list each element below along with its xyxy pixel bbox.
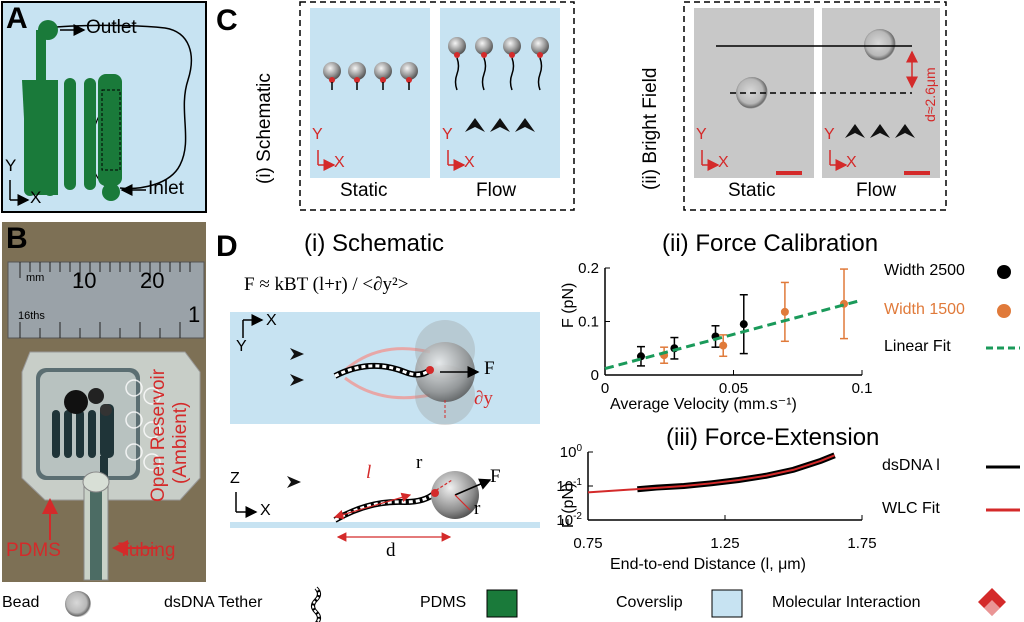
ext-x-tick-label: 1.75 — [847, 535, 876, 552]
c-axis-y-2: Y — [442, 126, 453, 143]
cal-x-tick-label: 0.05 — [719, 380, 748, 397]
force-calibration-title: (ii) Force Calibration — [662, 230, 879, 257]
d-side-force-label: F — [490, 466, 501, 487]
c-axis-y-3: Y — [696, 126, 707, 143]
panel-letter-b: B — [6, 222, 28, 255]
cal-data-point — [739, 320, 748, 329]
force-extension-title: (iii) Force-Extension — [666, 424, 880, 451]
cal-x-tick-label: 0 — [601, 380, 609, 397]
ext-y-tick-label: 10-2 — [556, 511, 582, 529]
panel-d-schematic-top — [230, 312, 540, 425]
d-side-axis-z: Z — [230, 470, 240, 487]
legend-tether-label: dsDNA Tether — [164, 594, 263, 611]
d-top-axis-x: X — [266, 312, 277, 329]
cal-data-point — [719, 341, 728, 350]
legend-wlc: WLC Fit — [882, 500, 940, 517]
bottom-legend-icons — [65, 586, 1006, 622]
panel-d-schematic-side — [230, 471, 540, 542]
legend-interaction-label: Molecular Interaction — [772, 594, 921, 611]
c-axis-x-3: X — [718, 154, 729, 171]
inlet-label: Inlet — [148, 178, 184, 199]
r-label-side: r — [474, 498, 481, 519]
ext-x-tick-label: 1.25 — [710, 535, 739, 552]
panel-c-brightfield — [683, 1, 947, 211]
legend-2500-marker — [997, 265, 1011, 279]
ruler-1-label: 1 — [188, 302, 201, 327]
panel-a-device — [1, 1, 207, 213]
outlet-label: Outlet — [86, 17, 137, 38]
panel-letter-c: C — [216, 4, 238, 37]
panel-a-axis-y: Y — [5, 156, 17, 175]
schematic-flow-label: Flow — [476, 180, 517, 201]
legend-linear-fit: Linear Fit — [884, 338, 951, 355]
ext-x-tick-label: 0.75 — [573, 535, 602, 552]
ruler-20-label: 20 — [140, 268, 165, 293]
legend-pdms-label: PDMS — [420, 594, 467, 611]
legend-dsdna: dsDNA l — [882, 457, 940, 474]
panel-a-axis-x: X — [30, 188, 42, 207]
cal-linear-fit-line — [604, 298, 863, 371]
cal-data-point — [780, 307, 789, 316]
d-top-axis-y: Y — [236, 338, 247, 355]
brightfield-flow-label: Flow — [856, 180, 897, 201]
force-calibration-xlabel: Average Velocity (mm.s⁻¹) — [610, 396, 797, 413]
legend-1500-marker — [997, 304, 1011, 318]
panel-letter-a: A — [6, 2, 28, 35]
legend-width-2500: Width 2500 — [884, 262, 965, 279]
tubing-label: Tubing — [118, 540, 176, 561]
c-axis-x-2: X — [464, 154, 475, 171]
ext-wlc-fit-line — [587, 454, 835, 494]
cal-y-tick-label: 0.2 — [578, 260, 599, 277]
legend-width-1500: Width 1500 — [884, 301, 965, 318]
ruler-mm-label: mm — [26, 272, 45, 284]
d-label: d — [386, 540, 396, 561]
c-axis-x-1: X — [334, 154, 345, 171]
brightfield-static-label: Static — [728, 180, 776, 201]
cal-y-tick-label: 0.1 — [578, 314, 599, 331]
schematic-static-label: Static — [340, 180, 388, 201]
legend-bead-label: Bead — [2, 594, 40, 611]
ext-y-tick-label: 100 — [560, 443, 583, 461]
cal-y-tick-label: 0 — [591, 367, 599, 384]
panel-d-schematic-title: (i) Schematic — [304, 230, 445, 257]
ext-y-tick-label: 10-1 — [556, 477, 582, 495]
panel-b-photo — [2, 222, 206, 582]
panel-c-schematic — [299, 1, 575, 211]
dy-label: ∂y — [474, 388, 493, 409]
cal-x-tick-label: 0.1 — [852, 380, 873, 397]
l-label: l — [366, 462, 372, 483]
c-axis-x-4: X — [846, 154, 857, 171]
force-extension-xlabel: End-to-end Distance (l, μm) — [610, 556, 806, 573]
panel-letter-d: D — [216, 230, 238, 263]
ruler-10-label: 10 — [72, 268, 97, 293]
c-axis-y-4: Y — [824, 126, 835, 143]
pdms-label: PDMS — [6, 540, 61, 561]
ruler-16ths-label: 16ths — [18, 310, 45, 322]
ext-dsdna-line — [637, 452, 836, 493]
force-formula: F ≈ kBT (l+r) / <∂y²> — [244, 274, 409, 295]
d-top-force-label: F — [484, 358, 495, 379]
legend-coverslip-label: Coverslip — [616, 594, 683, 611]
d-side-axis-x: X — [260, 502, 271, 519]
r-label-top: r — [416, 452, 423, 473]
c-axis-y-1: Y — [312, 126, 323, 143]
